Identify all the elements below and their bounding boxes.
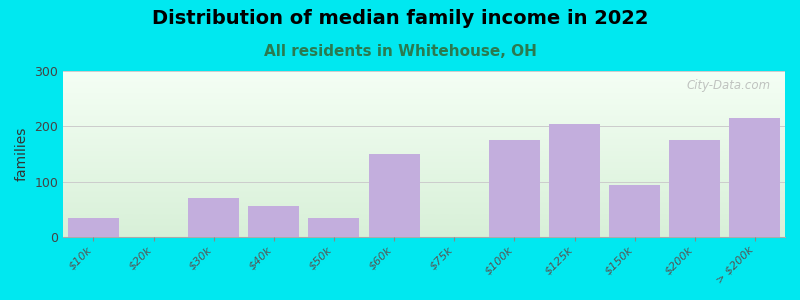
Text: Distribution of median family income in 2022: Distribution of median family income in … [152,9,648,28]
Bar [188,198,239,237]
Bar [549,124,600,237]
Text: City-Data.com: City-Data.com [686,79,770,92]
Bar [248,206,299,237]
Bar [489,140,540,237]
Bar [609,184,660,237]
Text: All residents in Whitehouse, OH: All residents in Whitehouse, OH [263,44,537,59]
Bar [308,218,359,237]
Bar [68,218,119,237]
Bar [369,154,420,237]
Bar [670,140,720,237]
Y-axis label: families: families [15,127,29,181]
Bar [730,118,781,237]
